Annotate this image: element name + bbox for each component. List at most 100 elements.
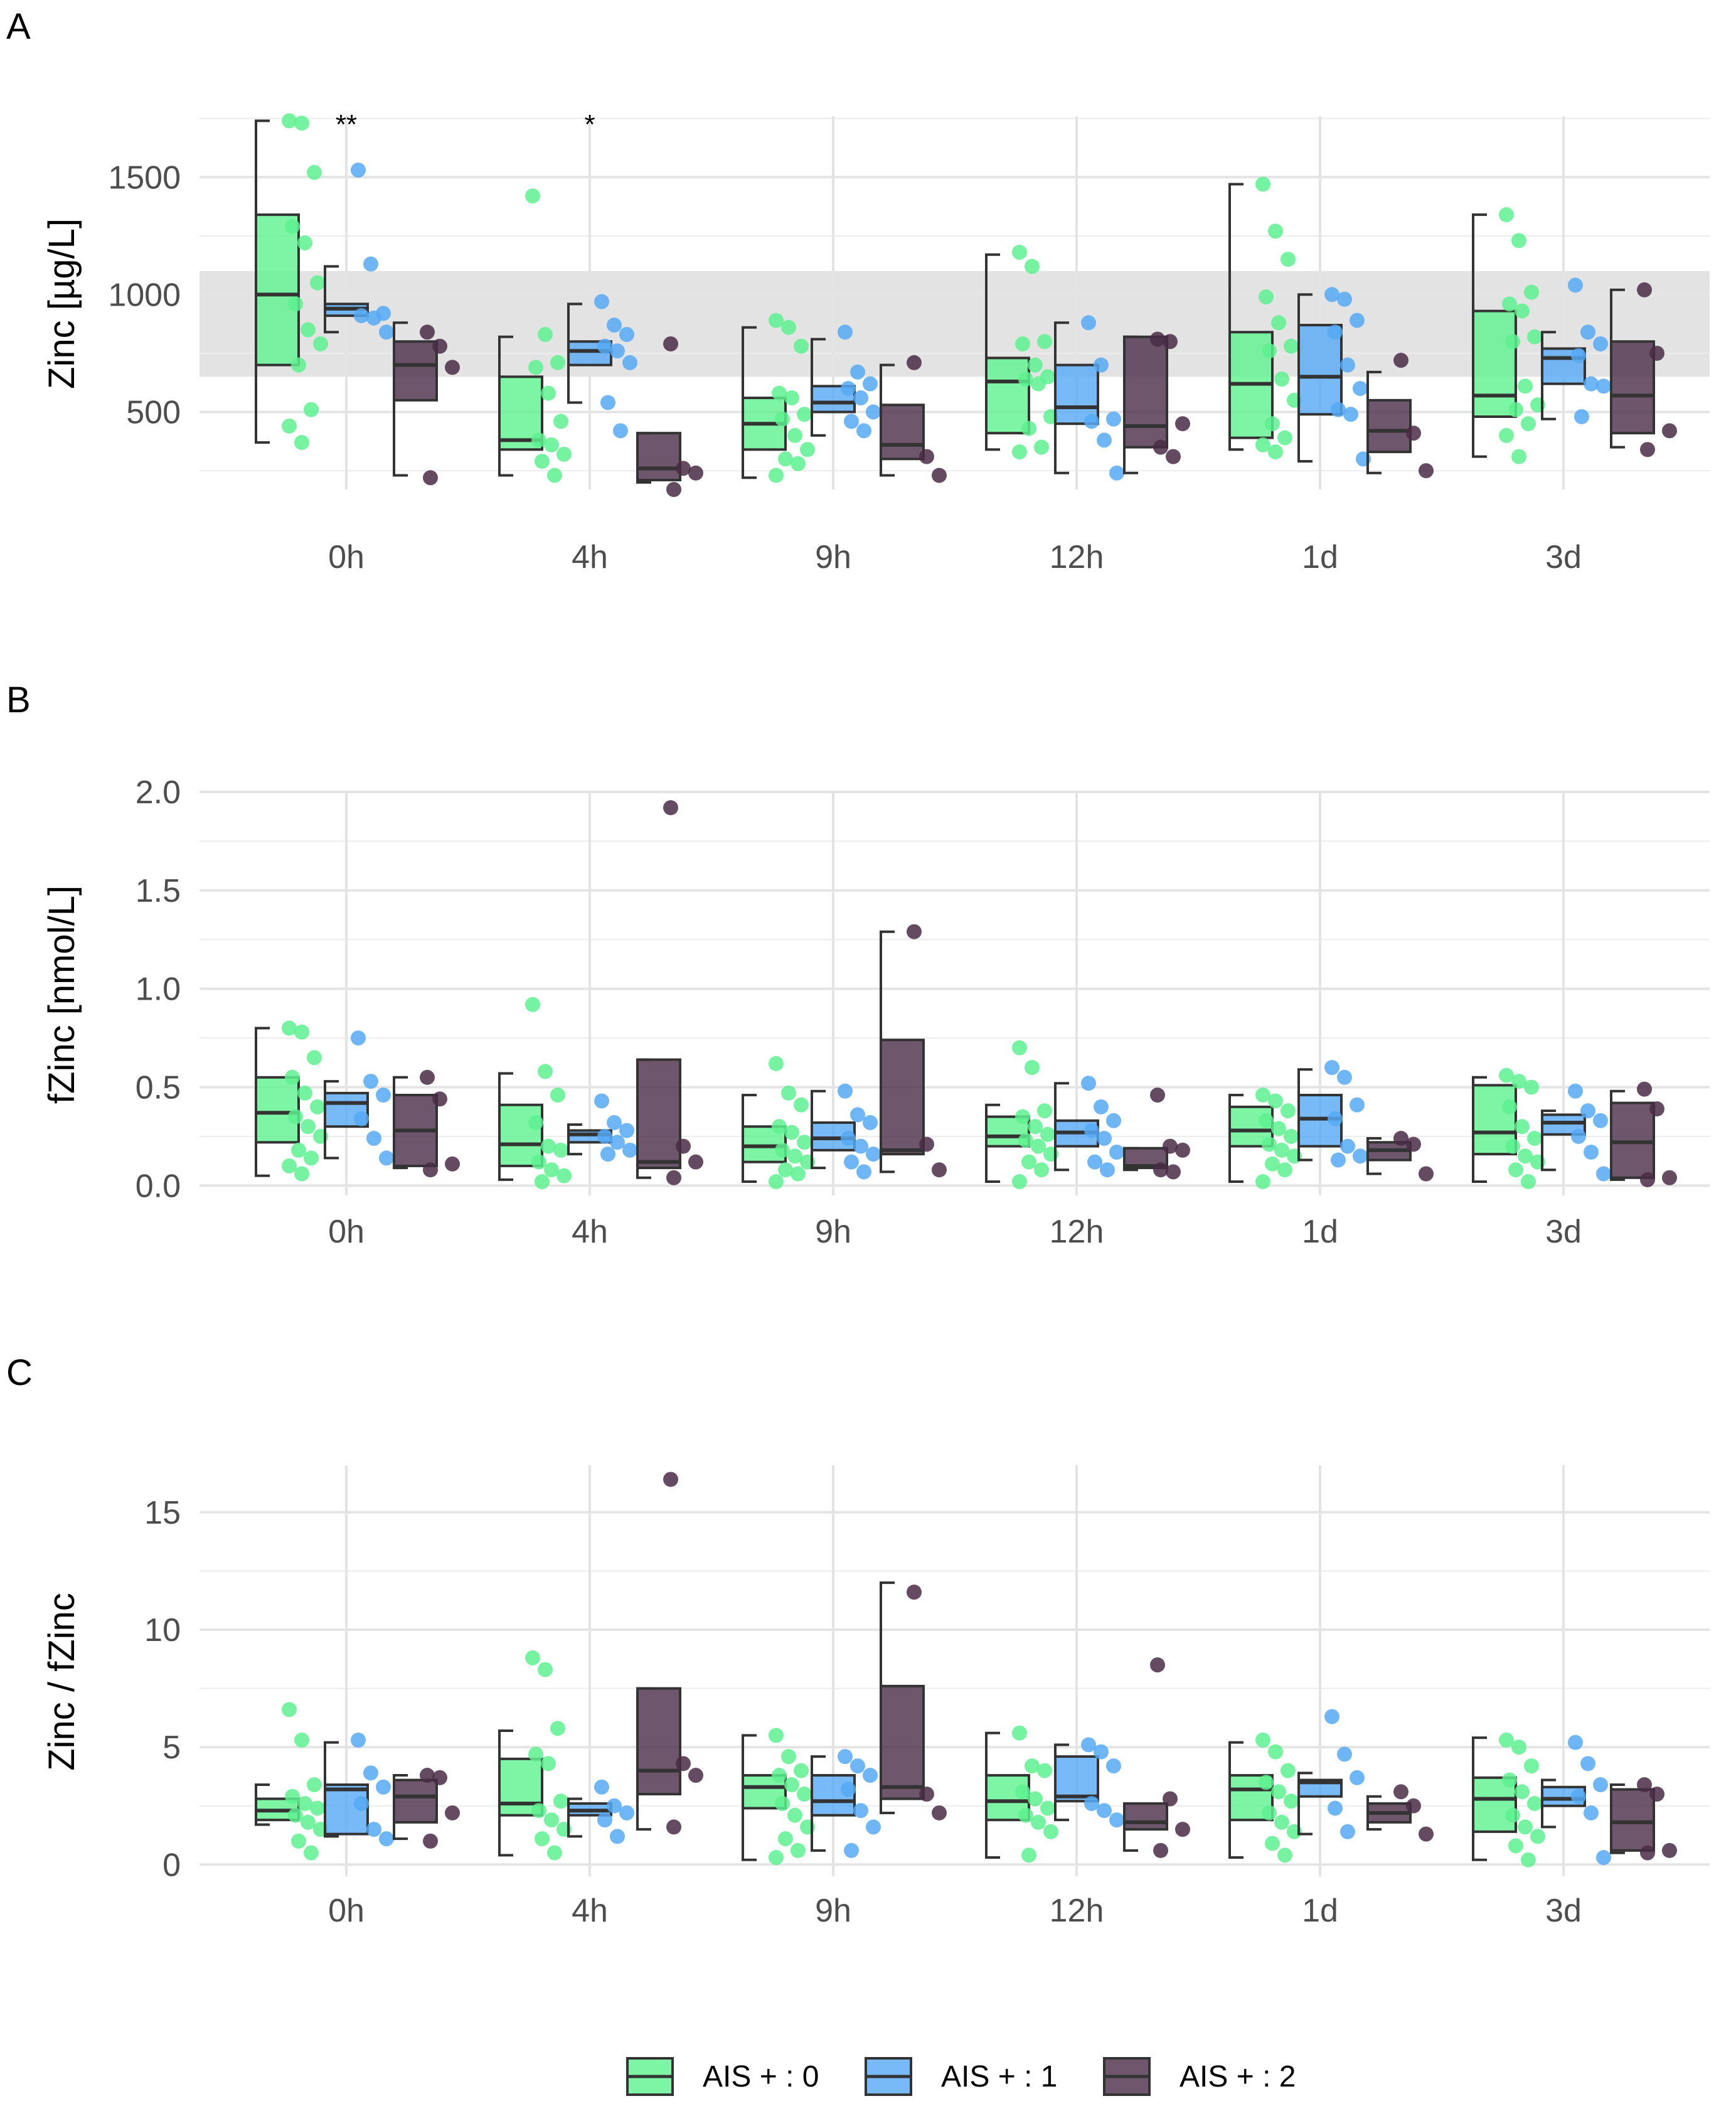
data-point — [1499, 1732, 1514, 1748]
x-tick-label: 0h — [328, 1893, 365, 1929]
data-point — [838, 1749, 853, 1765]
data-point — [781, 319, 796, 335]
data-point — [772, 385, 787, 401]
x-tick-label: 1d — [1302, 539, 1338, 575]
data-point — [1518, 1819, 1533, 1835]
data-point — [423, 1833, 438, 1849]
data-point — [1087, 1154, 1102, 1170]
data-point — [310, 275, 325, 291]
data-point — [1524, 284, 1539, 300]
data-point — [1255, 1732, 1270, 1748]
y-tick-label: 5 — [162, 1729, 181, 1766]
data-point — [1568, 1735, 1583, 1750]
legend: AIS + : 0 AIS + : 1 AIS + : 2 — [626, 2057, 1296, 2096]
data-point — [1571, 348, 1586, 363]
data-point — [932, 1162, 947, 1178]
data-point — [850, 1107, 865, 1123]
data-point — [619, 327, 634, 343]
whisker — [1297, 1772, 1313, 1836]
data-point — [294, 115, 309, 131]
data-point — [907, 355, 922, 370]
data-point — [1580, 1103, 1595, 1119]
data-point — [1262, 1136, 1277, 1152]
y-tick-label: 1500 — [108, 159, 181, 196]
data-point — [1018, 1807, 1033, 1823]
data-point — [841, 1131, 856, 1147]
data-point — [1324, 1709, 1339, 1724]
data-point — [1353, 1148, 1368, 1164]
data-point — [866, 1147, 881, 1162]
data-point — [932, 1805, 947, 1820]
boxplot — [636, 1058, 681, 1179]
data-point — [531, 432, 546, 448]
data-point — [844, 414, 859, 429]
data-point — [663, 336, 678, 351]
box — [1123, 335, 1168, 449]
data-point — [291, 357, 306, 373]
data-point — [351, 1030, 366, 1046]
data-point — [844, 1842, 859, 1858]
data-point — [538, 327, 553, 343]
data-point — [597, 1128, 612, 1144]
data-point — [787, 427, 802, 443]
data-point — [1268, 223, 1283, 239]
data-point — [676, 461, 691, 476]
data-point — [1021, 1847, 1036, 1863]
whisker — [567, 1797, 582, 1838]
data-point — [1034, 439, 1049, 455]
data-point — [1324, 1060, 1339, 1076]
whisker — [324, 265, 339, 334]
data-point — [1277, 1847, 1292, 1863]
box — [393, 340, 438, 402]
data-point — [1094, 357, 1109, 373]
data-point — [1340, 1138, 1355, 1154]
boxplot — [1297, 293, 1343, 463]
data-point — [1255, 1174, 1270, 1190]
y-tick-label: 0 — [162, 1847, 181, 1883]
boxplot — [880, 1581, 925, 1814]
data-point — [838, 1083, 853, 1099]
data-point — [1018, 371, 1033, 387]
data-point — [307, 1777, 322, 1793]
panel-a-letter: A — [6, 6, 31, 47]
legend-label-ais-1: AIS + : 1 — [941, 2060, 1057, 2093]
data-point — [607, 1798, 622, 1814]
data-point — [556, 1168, 572, 1184]
data-point — [1084, 1795, 1099, 1811]
data-point — [544, 1812, 559, 1828]
panel-b-y-axis-title: fZinc [nmol/L] — [41, 885, 82, 1104]
data-point — [1284, 338, 1299, 354]
data-point — [1511, 1740, 1526, 1755]
data-point — [784, 390, 799, 406]
data-point — [1337, 1746, 1352, 1762]
data-point — [1034, 1162, 1049, 1178]
boxplot — [880, 363, 925, 477]
boxplot — [880, 930, 925, 1173]
data-point — [366, 310, 381, 326]
data-point — [1175, 1142, 1190, 1158]
data-point — [310, 1099, 325, 1114]
data-point — [1350, 1770, 1365, 1785]
data-point — [1012, 1040, 1027, 1056]
data-point — [853, 1138, 868, 1154]
data-point — [1571, 1128, 1586, 1144]
data-point — [794, 338, 809, 354]
data-point — [1274, 1142, 1289, 1158]
data-point — [1649, 1787, 1664, 1802]
data-point — [907, 1585, 922, 1600]
boxplot — [1123, 335, 1168, 474]
data-point — [613, 423, 628, 439]
boxplot — [1297, 1772, 1343, 1836]
data-point — [535, 1831, 550, 1847]
y-tick-label: 0.5 — [136, 1069, 181, 1106]
data-point — [853, 390, 868, 406]
data-point — [775, 1795, 790, 1811]
data-point — [1649, 1101, 1664, 1116]
data-point — [850, 1758, 865, 1774]
data-point — [863, 376, 878, 392]
data-point — [1593, 1777, 1608, 1793]
data-point — [1259, 289, 1274, 305]
box — [255, 1076, 300, 1144]
data-point — [301, 1119, 316, 1135]
data-point — [1094, 1099, 1109, 1114]
